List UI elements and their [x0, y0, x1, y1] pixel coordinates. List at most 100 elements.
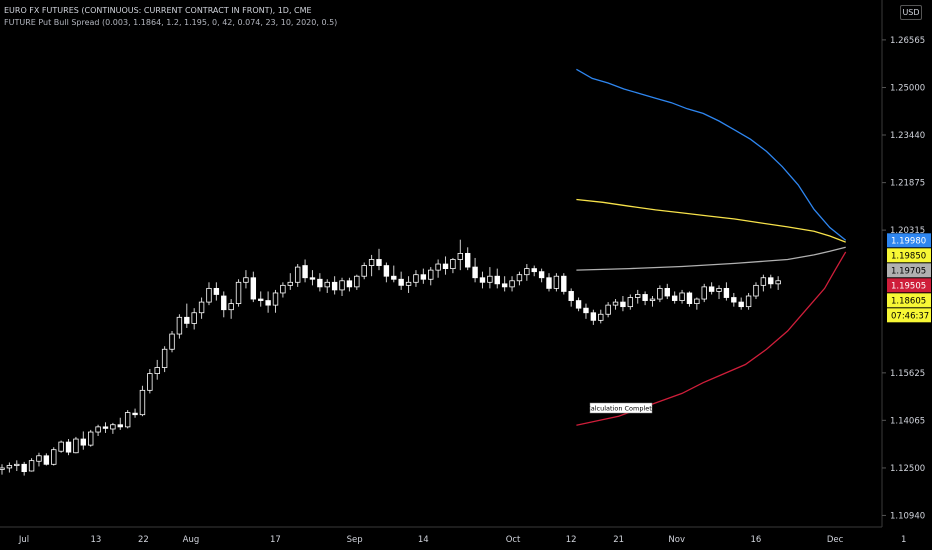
candle — [679, 292, 685, 301]
candle — [546, 277, 552, 289]
price-tag — [887, 308, 931, 323]
candle — [331, 281, 338, 291]
candle — [716, 287, 722, 292]
y-tick-label: 1.25000 — [890, 84, 925, 94]
candle — [442, 263, 449, 270]
candle — [243, 277, 249, 283]
candle — [731, 297, 737, 303]
candle — [531, 268, 537, 273]
candle — [376, 259, 382, 266]
y-tick-label: 1.26565 — [890, 36, 925, 46]
candle — [117, 424, 123, 428]
price-tag — [887, 263, 931, 278]
candle — [324, 281, 330, 288]
candle — [487, 275, 493, 283]
y-tick-label: 1.20315 — [890, 226, 925, 236]
y-tick-label: 1.15625 — [890, 369, 925, 379]
candle — [391, 275, 397, 280]
candle — [58, 441, 64, 452]
candle — [176, 316, 183, 335]
x-tick-label: 17 — [270, 535, 281, 545]
candle — [132, 412, 138, 416]
candle — [161, 348, 168, 368]
candle — [184, 316, 190, 324]
currency-button[interactable]: USD — [900, 5, 922, 20]
candle — [43, 455, 50, 465]
candle — [250, 277, 257, 300]
candle — [753, 284, 759, 297]
candle — [272, 292, 279, 306]
indicator-legend[interactable]: FUTURE Put Bull Spread (0.003, 1.1864, 1… — [4, 18, 338, 27]
price-tag — [887, 278, 931, 293]
candle — [575, 300, 582, 309]
candle — [302, 265, 308, 279]
x-tick-label: Jul — [18, 535, 29, 545]
candle — [265, 300, 271, 306]
annotation-text: Calculation Complete — [586, 405, 656, 413]
y-tick-label: 1.10940 — [890, 511, 925, 521]
candle — [635, 294, 641, 298]
candle — [627, 297, 634, 308]
price-tag-label: 1.19505 — [891, 281, 926, 291]
x-tick-label: 14 — [418, 535, 429, 545]
candle — [435, 263, 441, 271]
x-tick-label: 22 — [138, 535, 149, 545]
candle — [657, 287, 663, 300]
candle — [346, 280, 353, 288]
candle — [723, 287, 730, 298]
projection-line — [576, 246, 846, 271]
candle — [354, 275, 360, 288]
candle — [649, 298, 656, 301]
candle — [28, 460, 35, 472]
candle — [169, 333, 175, 350]
candle — [206, 287, 212, 303]
candle — [287, 281, 293, 286]
candle — [501, 283, 508, 288]
candle — [457, 252, 464, 260]
candle — [221, 295, 227, 311]
price-tag-label: 1.19850 — [891, 251, 926, 261]
candle — [361, 265, 367, 277]
y-tick-label: 1.21875 — [890, 179, 925, 189]
candle — [494, 275, 500, 285]
candle — [139, 389, 146, 416]
candle — [0, 467, 5, 470]
candle — [88, 431, 94, 446]
x-tick-label: Dec — [827, 535, 844, 545]
price-tag-label: 07:46:37 — [891, 311, 929, 321]
y-tick-label: 1.12500 — [890, 464, 925, 474]
candle — [708, 286, 715, 292]
projection-line — [576, 198, 846, 243]
price-tag — [887, 293, 931, 308]
candle — [228, 303, 234, 311]
candle — [258, 298, 264, 301]
candle — [568, 291, 574, 301]
candle — [745, 295, 752, 308]
candle — [738, 301, 744, 308]
candle — [686, 292, 693, 305]
candle — [538, 271, 545, 279]
candle — [213, 287, 220, 295]
candle — [280, 284, 286, 294]
candle — [768, 277, 774, 285]
candle — [664, 287, 670, 297]
y-tick-label: 1.23440 — [890, 131, 925, 141]
candle — [775, 280, 781, 285]
candle — [383, 265, 390, 277]
candle — [605, 304, 611, 315]
x-tick-label: Sep — [347, 535, 363, 545]
candle — [516, 274, 523, 282]
candle — [694, 298, 700, 305]
candle — [235, 281, 242, 305]
candle — [147, 373, 153, 391]
candle — [561, 275, 567, 292]
price-tag-label: 1.19980 — [891, 236, 926, 246]
candle — [51, 449, 57, 465]
candle — [154, 367, 160, 375]
candle — [464, 252, 471, 268]
candle — [339, 280, 345, 291]
candle — [701, 286, 707, 300]
candle — [198, 301, 205, 314]
price-tag-label: 1.19705 — [891, 266, 926, 276]
